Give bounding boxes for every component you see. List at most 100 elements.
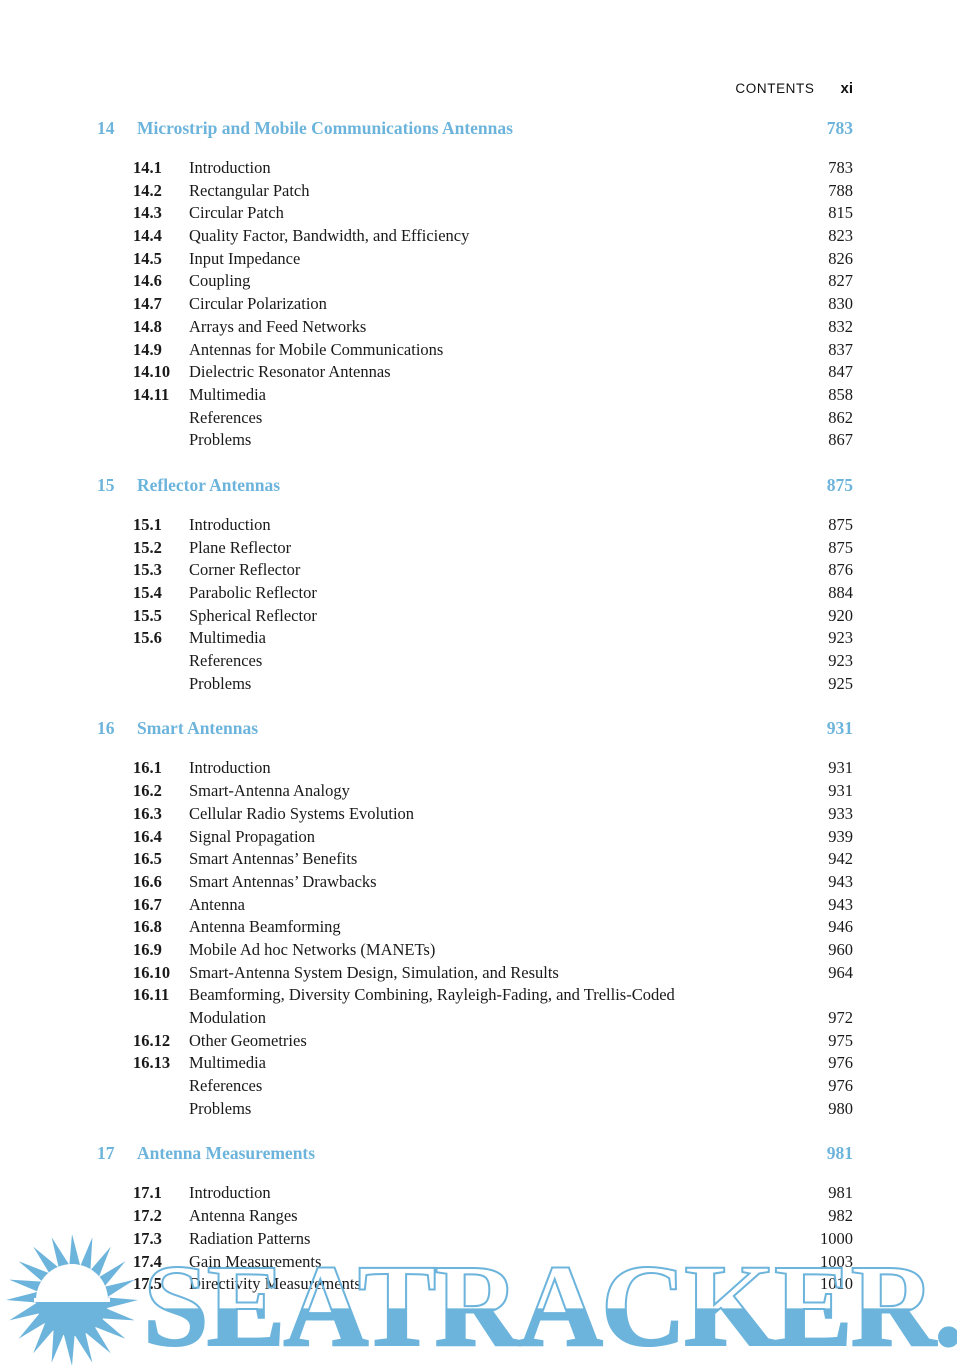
chapter-title: Smart Antennas [137, 718, 259, 739]
toc-entry[interactable]: 16.5 Smart Antennas’ Benefits 942 [0, 849, 957, 872]
toc-entry[interactable]: 16.1 Introduction 931 [0, 758, 957, 781]
section-page-number: 876 [828, 560, 853, 580]
section-page-number: 830 [828, 294, 853, 314]
section-title: Circular Patch [189, 203, 284, 223]
toc-entry[interactable]: Problems 925 [0, 674, 957, 697]
page-folio: xi [840, 80, 853, 97]
chapter-heading[interactable]: 15 Reflector Antennas 875 [0, 475, 957, 499]
chapter-title: Microstrip and Mobile Communications Ant… [137, 118, 513, 138]
section-number: 14.8 [133, 316, 162, 336]
section-page-number: 1010 [820, 1274, 853, 1294]
section-title: Multimedia [189, 384, 266, 404]
section-title: Gain Measurements [189, 1251, 322, 1271]
section-page-number: 827 [828, 271, 853, 291]
section-title: Introduction [189, 758, 271, 778]
toc-entry[interactable]: 15.3 Corner Reflector 876 [0, 560, 957, 583]
toc-entry[interactable]: 17.4 Gain Measurements 1003 [0, 1252, 957, 1275]
section-title: Circular Polarization [189, 294, 327, 314]
section-page-number: 982 [828, 1206, 853, 1226]
toc-entry[interactable]: 14.7 Circular Polarization 830 [0, 294, 957, 317]
toc-entry[interactable]: Problems 980 [0, 1099, 957, 1122]
section-page-number: 826 [828, 248, 853, 268]
toc-entry[interactable]: Modulation 972 [0, 1008, 957, 1031]
chapter-heading[interactable]: 17 Antenna Measurements 981 [0, 1143, 957, 1167]
section-title: Antennas for Mobile Communications [189, 339, 444, 359]
toc-entry[interactable]: 14.8 Arrays and Feed Networks 832 [0, 317, 957, 340]
toc-entry[interactable]: 14.4 Quality Factor, Bandwidth, and Effic… [0, 226, 957, 249]
section-number: 15.3 [133, 560, 162, 580]
toc-entry[interactable]: 16.11 Beamforming, Diversity Combining, R… [0, 985, 957, 1008]
toc-entry[interactable]: 16.6 Smart Antennas’ Drawbacks 943 [0, 872, 957, 895]
toc-entry[interactable]: 14.2 Rectangular Patch 788 [0, 181, 957, 204]
section-number: 16.6 [133, 871, 162, 891]
toc-entry[interactable]: 14.5 Input Impedance 826 [0, 249, 957, 272]
toc-entry[interactable]: 17.5 Directivity Measurements 1010 [0, 1274, 957, 1297]
toc-entry[interactable]: 16.9 Mobile Ad hoc Networks (MANETs) 960 [0, 940, 957, 963]
chapter-block: 15 Reflector Antennas 875 15.1 Introduction 8… [0, 475, 957, 697]
toc-entry[interactable]: References 976 [0, 1076, 957, 1099]
toc-entry[interactable]: 14.6 Coupling 827 [0, 271, 957, 294]
section-page-number: 976 [828, 1053, 853, 1073]
section-title: Input Impedance [189, 248, 301, 268]
toc-entry[interactable]: 16.12 Other Geometries 975 [0, 1031, 957, 1054]
section-number: 17.1 [133, 1183, 162, 1203]
section-number: 14.6 [133, 271, 162, 291]
toc-entry[interactable]: 14.3 Circular Patch 815 [0, 203, 957, 226]
section-number: 15.4 [133, 583, 162, 602]
section-number: 14.4 [133, 226, 162, 246]
section-number: 17.4 [133, 1251, 162, 1271]
section-page-number: 815 [828, 203, 853, 223]
toc-entry[interactable]: 14.10 Dielectric Resonator Antennas 847 [0, 362, 957, 385]
section-title: Multimedia [189, 1053, 266, 1073]
toc-entry[interactable]: 15.1 Introduction 875 [0, 515, 957, 538]
toc-entry[interactable]: Problems 867 [0, 430, 957, 453]
section-page-number: 884 [828, 583, 853, 602]
toc-entry[interactable]: 16.7 Antenna 943 [0, 895, 957, 918]
section-page-number: 939 [828, 826, 853, 846]
section-page-number: 925 [828, 673, 853, 693]
section-number: 16.3 [133, 803, 162, 823]
toc-entry[interactable]: 15.5 Spherical Reflector 920 [0, 606, 957, 629]
toc-entry[interactable]: 14.1 Introduction 783 [0, 158, 957, 181]
section-title: Introduction [189, 514, 271, 534]
toc-entry[interactable]: 17.3 Radiation Patterns 1000 [0, 1229, 957, 1252]
section-title: Other Geometries [189, 1030, 307, 1050]
chapter-heading[interactable]: 16 Smart Antennas 931 [0, 718, 957, 742]
section-title: Introduction [189, 1183, 271, 1203]
section-title: Smart-Antenna System Design, Simulation,… [189, 962, 559, 982]
section-number: 14.10 [133, 362, 171, 382]
section-title: Smart Antennas’ Drawbacks [189, 871, 377, 891]
toc-entry[interactable]: 15.4 Parabolic Reflector 884 [0, 583, 957, 606]
section-title: Quality Factor, Bandwidth, and Efficienc… [189, 226, 470, 246]
chapter-heading[interactable]: 14 Microstrip and Mobile Communications A… [0, 118, 957, 142]
toc-entry[interactable]: 16.8 Antenna Beamforming 946 [0, 917, 957, 940]
section-page-number: 788 [828, 180, 853, 200]
toc-entry[interactable]: 15.6 Multimedia 923 [0, 628, 957, 651]
toc-entry[interactable]: 17.2 Antenna Ranges 982 [0, 1206, 957, 1229]
section-page-number: 972 [828, 1008, 853, 1027]
chapter-page-number: 875 [826, 474, 853, 495]
section-page-number: 976 [828, 1076, 853, 1096]
toc-entry[interactable]: 17.1 Introduction 981 [0, 1183, 957, 1206]
chapter-page-number: 981 [826, 1143, 853, 1164]
section-title: Smart-Antenna Analogy [189, 781, 350, 801]
toc-entry[interactable]: 14.11 Multimedia 858 [0, 385, 957, 408]
section-page-number: 942 [828, 849, 853, 869]
section-page-number: 867 [828, 430, 853, 450]
toc-entry[interactable]: 16.13 Multimedia 976 [0, 1053, 957, 1076]
toc-entry[interactable]: 16.3 Cellular Radio Systems Evolution 933 [0, 804, 957, 827]
toc-entry[interactable]: 15.2 Plane Reflector 875 [0, 538, 957, 561]
section-number: 16.7 [133, 894, 162, 914]
chapter-number: 14 [97, 118, 115, 138]
section-number: 15.1 [133, 514, 162, 534]
toc-entry[interactable]: 16.10 Smart-Antenna System Design, Simula… [0, 963, 957, 986]
toc-entry[interactable]: References 923 [0, 651, 957, 674]
toc-entry[interactable]: 14.9 Antennas for Mobile Communications 83… [0, 340, 957, 363]
toc-entry[interactable]: References 862 [0, 408, 957, 431]
section-number: 16.8 [133, 917, 162, 937]
section-title: Parabolic Reflector [189, 583, 317, 602]
section-title: References [189, 651, 263, 671]
toc-entry[interactable]: 16.2 Smart-Antenna Analogy 931 [0, 781, 957, 804]
toc-entry[interactable]: 16.4 Signal Propagation 939 [0, 827, 957, 850]
section-page-number: 1000 [820, 1228, 853, 1248]
